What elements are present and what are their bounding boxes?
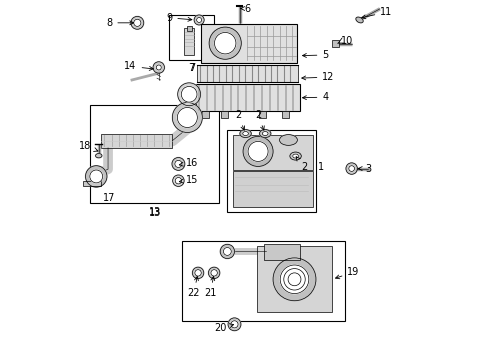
Circle shape	[175, 177, 181, 184]
Text: 9: 9	[166, 13, 191, 23]
Circle shape	[177, 83, 200, 106]
Text: 19: 19	[335, 267, 359, 279]
Bar	[257, 246, 331, 312]
Text: 8: 8	[106, 18, 133, 28]
Bar	[82, 181, 101, 186]
Text: 2: 2	[254, 111, 264, 130]
Circle shape	[227, 318, 241, 331]
Text: 5: 5	[302, 50, 328, 60]
Ellipse shape	[289, 152, 301, 160]
Text: 15: 15	[179, 175, 198, 185]
Circle shape	[156, 65, 161, 70]
Circle shape	[283, 269, 305, 290]
Text: 3: 3	[358, 163, 370, 174]
Circle shape	[175, 160, 182, 167]
Bar	[264, 244, 299, 260]
Bar	[258, 111, 265, 118]
Circle shape	[181, 86, 197, 102]
Circle shape	[209, 27, 241, 59]
Bar	[331, 40, 339, 47]
Bar	[196, 84, 299, 111]
Bar	[186, 26, 192, 31]
Text: 21: 21	[204, 276, 216, 298]
Circle shape	[208, 267, 220, 279]
Text: 12: 12	[301, 72, 334, 82]
Bar	[169, 15, 214, 60]
Circle shape	[131, 17, 143, 29]
Text: 1: 1	[317, 162, 323, 172]
Bar	[90, 105, 219, 203]
Text: 18: 18	[79, 141, 98, 152]
Ellipse shape	[242, 131, 248, 136]
Circle shape	[280, 265, 308, 294]
Text: 7: 7	[188, 63, 195, 73]
Circle shape	[348, 166, 354, 171]
Circle shape	[177, 108, 197, 127]
Text: 16: 16	[179, 158, 198, 168]
Circle shape	[220, 244, 234, 258]
Circle shape	[194, 270, 201, 276]
Circle shape	[172, 175, 184, 186]
Bar	[282, 111, 288, 118]
Bar	[182, 241, 344, 321]
Bar	[233, 171, 313, 207]
Ellipse shape	[262, 131, 267, 136]
Bar	[221, 111, 228, 118]
Bar	[197, 65, 298, 82]
Ellipse shape	[95, 154, 102, 158]
Circle shape	[153, 62, 164, 73]
Bar	[201, 111, 208, 118]
Circle shape	[172, 157, 184, 170]
Text: 13: 13	[148, 207, 161, 217]
Circle shape	[230, 321, 238, 328]
Circle shape	[134, 19, 141, 26]
Bar	[227, 130, 315, 212]
Circle shape	[345, 163, 357, 174]
Text: 13: 13	[148, 208, 161, 218]
Circle shape	[194, 15, 203, 25]
Text: 6: 6	[240, 4, 250, 14]
Circle shape	[214, 32, 235, 54]
Bar	[233, 135, 313, 170]
Circle shape	[287, 273, 300, 286]
Bar	[184, 28, 194, 55]
Circle shape	[210, 270, 217, 276]
Circle shape	[243, 136, 272, 166]
Circle shape	[172, 103, 202, 132]
Text: 2: 2	[235, 111, 244, 130]
Circle shape	[192, 267, 203, 279]
Ellipse shape	[292, 154, 298, 158]
Circle shape	[196, 18, 201, 22]
Text: 20: 20	[214, 323, 233, 333]
Ellipse shape	[279, 135, 297, 145]
Text: 11: 11	[361, 7, 392, 19]
Text: 17: 17	[103, 193, 116, 203]
Text: 2: 2	[296, 157, 306, 172]
Text: 7: 7	[188, 63, 194, 73]
Circle shape	[223, 248, 231, 255]
Circle shape	[85, 166, 107, 187]
Ellipse shape	[259, 130, 270, 138]
Bar	[101, 134, 172, 148]
Circle shape	[247, 141, 267, 161]
Ellipse shape	[355, 17, 363, 23]
Text: 4: 4	[302, 92, 328, 102]
Circle shape	[90, 170, 102, 183]
Text: 14: 14	[124, 62, 153, 71]
Ellipse shape	[240, 130, 251, 138]
Text: 22: 22	[187, 276, 200, 298]
Text: 10: 10	[340, 36, 352, 46]
Circle shape	[272, 258, 315, 301]
Bar	[201, 23, 297, 63]
